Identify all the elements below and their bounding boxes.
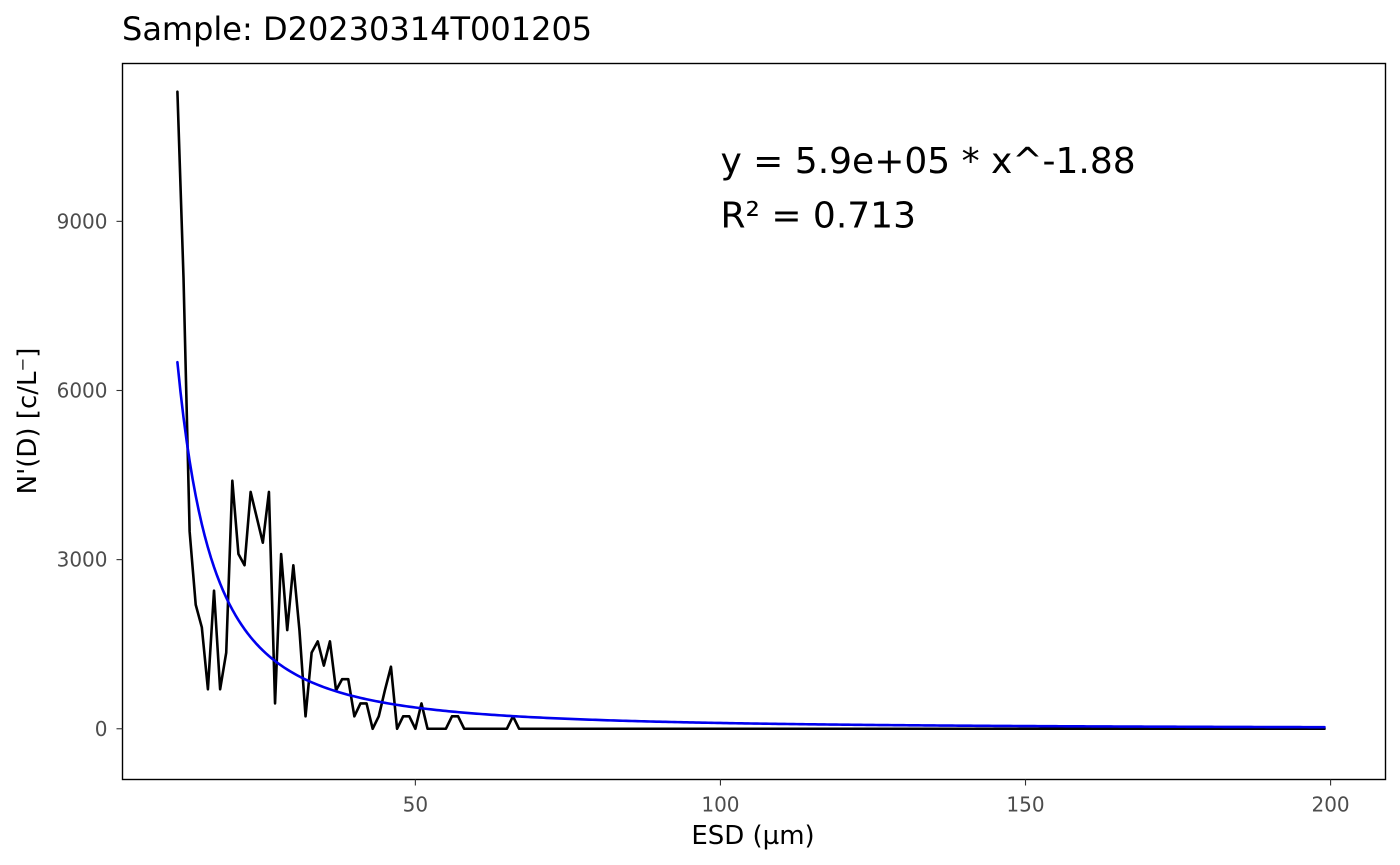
y-tick-label: 6000: [57, 378, 108, 402]
x-axis: 50 100 150 200: [403, 779, 1350, 817]
plot-panel: [121, 62, 1387, 781]
power-fit-line: [176, 360, 1326, 729]
r-squared-label: R² = 0.713: [720, 196, 916, 237]
observed-series-line: [176, 90, 1326, 731]
x-tick-label: 50: [403, 793, 428, 817]
chart-title: Sample: D20230314T001205: [122, 10, 592, 48]
x-tick-label: 100: [701, 793, 739, 817]
y-tick-label: 3000: [57, 548, 108, 572]
x-axis-title: ESD (µm): [691, 821, 814, 851]
x-tick-label: 150: [1006, 793, 1044, 817]
annotation-layer: y = 5.9e+05 * x^-1.88 R² = 0.713: [720, 141, 1135, 237]
fit-equation-label: y = 5.9e+05 * x^-1.88: [720, 141, 1135, 182]
y-tick-label: 9000: [57, 209, 108, 233]
x-tick-label: 200: [1311, 793, 1349, 817]
data-layer: [176, 90, 1326, 731]
y-tick-label: 0: [95, 717, 108, 741]
y-axis: 0 3000 6000 9000: [57, 209, 123, 741]
y-axis-title: N'(D) [c/L⁻]: [13, 348, 43, 495]
